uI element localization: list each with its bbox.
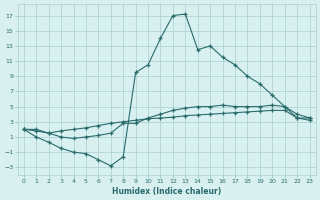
X-axis label: Humidex (Indice chaleur): Humidex (Indice chaleur) bbox=[112, 187, 221, 196]
